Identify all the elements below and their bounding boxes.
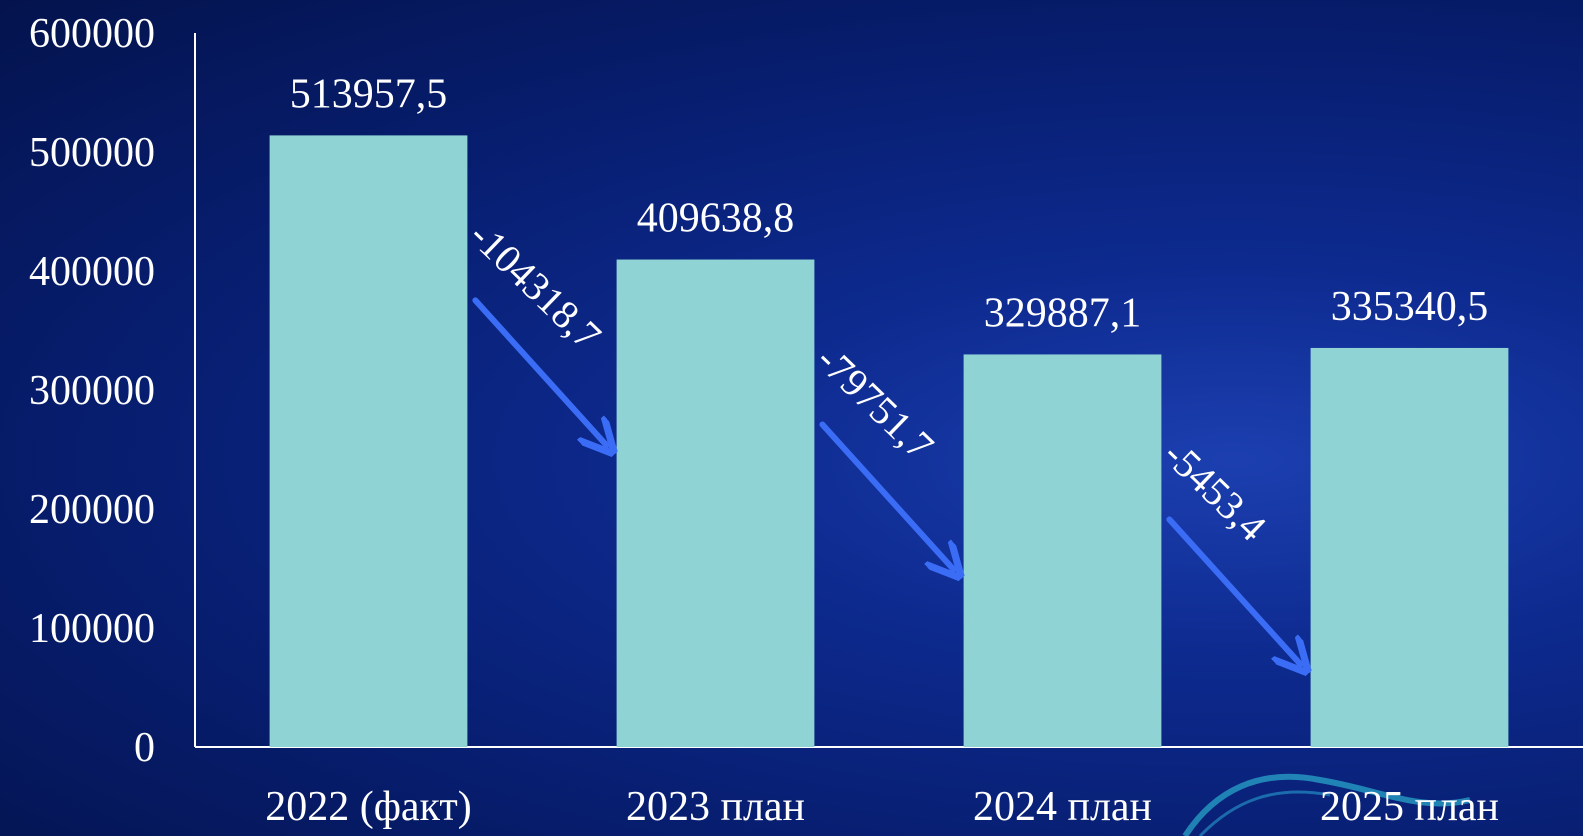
background-swirl xyxy=(1182,773,1471,836)
data-labels: 513957,5 409638,8 329887,1 335340,5 xyxy=(290,71,1489,336)
bar-value-label: 329887,1 xyxy=(984,290,1142,336)
bars xyxy=(269,135,1509,748)
change-arrow xyxy=(1166,516,1300,664)
change-label: -79751,7 xyxy=(808,337,942,469)
y-tick-label: 300000 xyxy=(29,368,155,414)
bar xyxy=(1310,347,1509,747)
y-tick-label: 400000 xyxy=(29,249,155,295)
y-tick-label: 100000 xyxy=(29,606,155,652)
y-axis: 0 100000 200000 300000 400000 500000 600000 xyxy=(29,11,1583,771)
change-label: -104318,7 xyxy=(461,212,610,358)
change-annotations: -104318,7 -79751,7 -5453,4 xyxy=(461,212,1300,664)
x-category-label: 2023 план xyxy=(626,784,805,830)
y-tick-label: 200000 xyxy=(29,487,155,533)
bar-value-label: 513957,5 xyxy=(290,71,448,117)
y-tick-label: 600000 xyxy=(29,11,155,57)
x-category-label: 2024 план xyxy=(973,784,1152,830)
x-category-label: 2025 план xyxy=(1320,784,1499,830)
y-tick-label: 500000 xyxy=(29,130,155,176)
x-axis-categories: 2022 (факт) 2023 план 2024 план 2025 план xyxy=(265,784,1499,830)
y-tick-label: 0 xyxy=(134,725,155,771)
x-category-label: 2022 (факт) xyxy=(265,784,472,830)
bar-value-label: 409638,8 xyxy=(637,196,795,242)
bar-value-label: 335340,5 xyxy=(1331,284,1489,330)
change-arrow xyxy=(819,421,953,570)
bar xyxy=(269,135,468,748)
bar xyxy=(616,259,815,747)
change-arrow xyxy=(472,297,606,445)
change-label: -5453,4 xyxy=(1155,432,1275,550)
bar xyxy=(963,354,1162,747)
